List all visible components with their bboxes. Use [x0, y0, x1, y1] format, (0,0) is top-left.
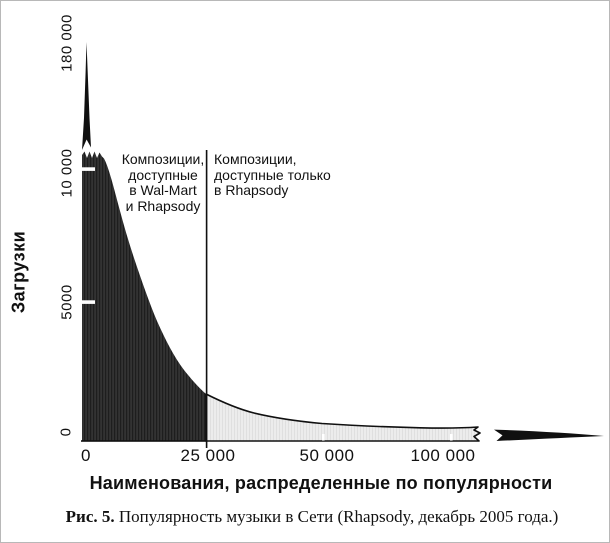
y-axis-title: Загрузки: [8, 230, 29, 314]
x-tick-mark-100000: [450, 434, 453, 441]
x-tick-label-50000: 50 000: [299, 446, 355, 465]
y-tick-label-5000: 5000: [58, 284, 76, 320]
tail-area-rhapsody-only: [205, 393, 481, 442]
annotation-walmart-and-rhapsody: Композиции, доступные в Wal-Mart и Rhaps…: [121, 151, 205, 214]
x-tick-label-0: 0: [81, 446, 91, 465]
x-tick-label-25000: 25 000: [180, 446, 236, 465]
y-tick-mark-5000: [82, 300, 95, 304]
annotation-rhapsody-only: Композиции, доступные только в Rhapsody: [214, 151, 331, 198]
x-tick-mark-50000: [322, 434, 325, 441]
axis-break-peak-spike: [82, 42, 91, 150]
divider-line-25000: [205, 150, 208, 448]
x-axis-baseline: [81, 440, 207, 442]
figure-caption-number: Рис. 5.: [65, 507, 115, 526]
head-area-walmart-rhapsody: [82, 151, 206, 442]
y-tick-label-180000: 180 000: [58, 14, 76, 72]
y-tick-label-10000: 10 000: [58, 148, 76, 198]
tail-continuation-arrow: [494, 429, 604, 441]
x-tick-label-100000: 100 000: [410, 446, 476, 465]
x-axis-title: Наименования, распределенные по популярн…: [89, 473, 553, 493]
y-tick-mark-10000: [82, 167, 95, 171]
figure-caption-text: Популярность музыки в Сети (Rhapsody, де…: [114, 507, 559, 526]
y-tick-label-0: 0: [57, 427, 75, 437]
figure-caption: Рис. 5. Популярность музыки в Сети (Rhap…: [12, 507, 610, 527]
